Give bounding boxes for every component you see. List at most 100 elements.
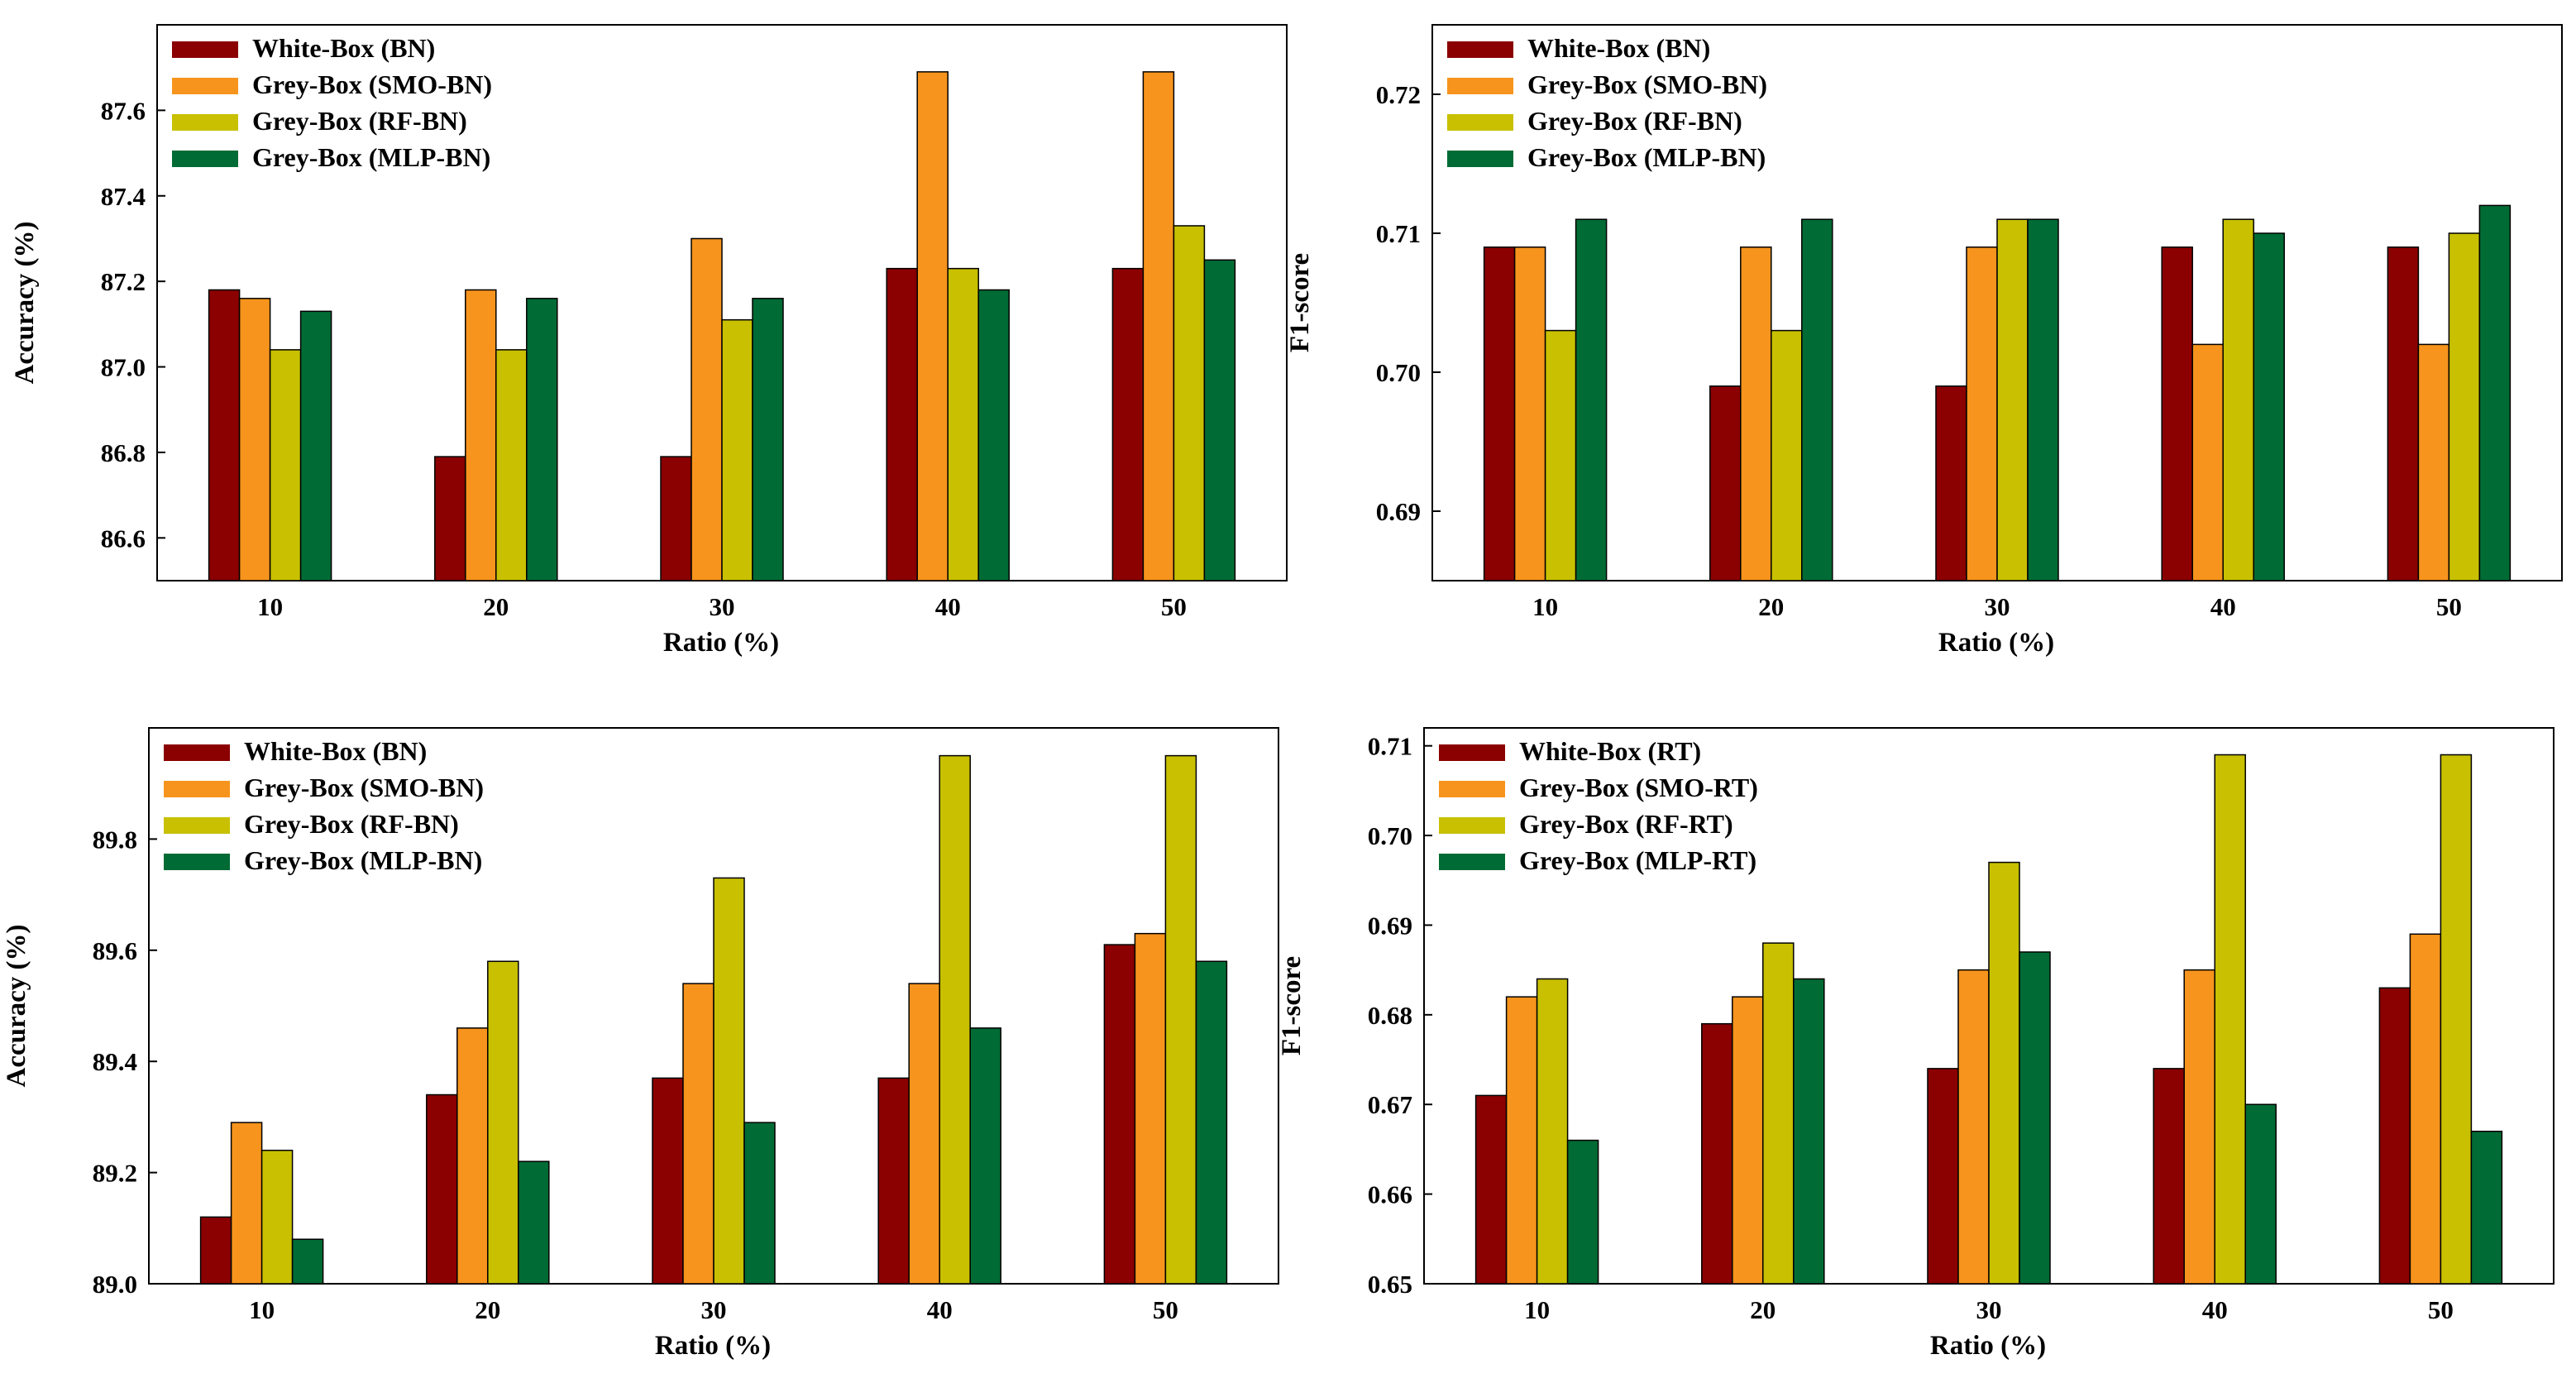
bar-grey-box-mlp-20: [1793, 978, 1825, 1285]
bar-grey-box-rf-50: [2448, 232, 2481, 581]
legend: White-Box (BN) Grey-Box (SMO-BN) Grey-Box …: [172, 33, 492, 172]
bar-grey-box-smo-30: [682, 983, 714, 1285]
bar-white-box-40: [877, 1077, 910, 1285]
legend-swatch: [1439, 817, 1505, 834]
y-tick-label: 0.71: [1368, 732, 1412, 761]
bar-grey-box-smo-20: [1732, 996, 1764, 1285]
legend-label: Grey-Box (RF-RT): [1519, 809, 1733, 839]
bar-grey-box-mlp-50: [2470, 1130, 2503, 1285]
bar-white-box-40: [2161, 246, 2193, 581]
bar-grey-box-rf-40: [947, 267, 979, 581]
chart-panel-top-right: 0.69 0.70 0.71 0.72 10 20 30 40 50 Ratio (%) F1-sc…: [1285, 24, 2563, 658]
bar-white-box-30: [660, 456, 692, 581]
y-axis-label: F1-score: [1277, 956, 1307, 1055]
bar-grey-box-rf-10: [1544, 329, 1577, 581]
y-tick-label: 0.68: [1368, 1001, 1412, 1030]
bar-grey-box-smo-40: [2191, 343, 2224, 581]
legend-label: Grey-Box (MLP-BN): [252, 142, 490, 172]
bar-grey-box-rf-30: [1988, 861, 2020, 1285]
bar-grey-box-mlp-20: [518, 1160, 550, 1285]
y-tick-label: 87.0: [101, 353, 146, 382]
bar-white-box-40: [2153, 1068, 2185, 1285]
bar-grey-box-smo-40: [908, 983, 940, 1285]
bar-grey-box-smo-10: [1505, 996, 1538, 1285]
legend-label: Grey-Box (RF-BN): [244, 809, 459, 839]
bar-grey-box-mlp-10: [1566, 1139, 1599, 1285]
chart-panel-top-left: 86.6 86.8 87.0 87.2 87.4 87.6 10 20 30 40 50 Ratio …: [10, 24, 1288, 658]
bar-white-box-50: [2378, 987, 2411, 1285]
bar-grey-box-rf-40: [939, 754, 971, 1285]
y-axis-label: Accuracy (%): [10, 221, 40, 384]
x-tick-label: 50: [2436, 592, 2462, 621]
bar-grey-box-mlp-30: [752, 298, 784, 581]
legend-label: Grey-Box (MLP-BN): [244, 845, 482, 875]
legend-label: Grey-Box (MLP-RT): [1519, 845, 1756, 875]
legend-swatch: [1439, 744, 1505, 761]
bar-grey-box-smo-30: [691, 237, 723, 581]
y-tick-label: 86.6: [101, 524, 146, 553]
x-tick-label: 10: [1532, 592, 1558, 621]
bar-grey-box-mlp-50: [1203, 259, 1236, 581]
bar-grey-box-smo-10: [238, 298, 271, 581]
bar-white-box-50: [1103, 944, 1136, 1285]
bar-grey-box-rf-20: [1771, 329, 1803, 581]
bar-grey-box-rf-10: [260, 1149, 294, 1285]
legend-label: Grey-Box (SMO-RT): [1519, 773, 1758, 802]
y-tick-label: 0.67: [1368, 1090, 1412, 1119]
y-tick-label: 0.69: [1376, 497, 1421, 526]
bar-grey-box-mlp-40: [2244, 1103, 2277, 1285]
x-tick-label: 20: [475, 1295, 500, 1324]
bar-grey-box-smo-20: [465, 289, 497, 581]
bar-white-box-20: [434, 456, 466, 581]
legend-swatch: [172, 41, 238, 58]
bar-white-box-30: [652, 1077, 684, 1285]
bar-grey-box-smo-10: [1513, 246, 1546, 581]
bar-grey-box-mlp-50: [2478, 204, 2511, 581]
bar-grey-box-rf-10: [269, 349, 302, 581]
x-tick-label: 40: [927, 1295, 953, 1324]
y-axis-label: F1-score: [1285, 253, 1315, 352]
x-tick-label: 30: [701, 1295, 727, 1324]
legend-label: Grey-Box (SMO-BN): [252, 69, 492, 99]
bar-grey-box-rf-20: [495, 349, 528, 581]
x-tick-label: 40: [935, 592, 961, 621]
x-tick-label: 30: [1976, 1295, 2002, 1324]
bar-grey-box-smo-30: [1957, 969, 1990, 1285]
bar-grey-box-smo-40: [916, 71, 949, 581]
bar-grey-box-mlp-10: [1575, 218, 1608, 581]
bar-grey-box-smo-50: [1134, 932, 1167, 1285]
bar-white-box-10: [199, 1216, 232, 1285]
bar-grey-box-mlp-20: [526, 298, 558, 581]
bar-grey-box-rf-30: [1996, 218, 2029, 581]
legend-label: Grey-Box (RF-BN): [252, 106, 467, 136]
legend-swatch: [164, 854, 230, 870]
bar-grey-box-rf-50: [1173, 225, 1206, 581]
bar-grey-box-rf-30: [721, 318, 753, 581]
legend-label: White-Box (RT): [1519, 736, 1701, 766]
x-axis-label: Ratio (%): [1930, 1331, 2046, 1361]
bar-grey-box-mlp-40: [969, 1027, 1001, 1285]
bar-grey-box-rf-40: [2214, 754, 2246, 1285]
bar-grey-box-mlp-10: [291, 1238, 324, 1285]
bar-grey-box-mlp-40: [2253, 232, 2285, 581]
bar-white-box-20: [1701, 1022, 1733, 1285]
bar-grey-box-rf-50: [1164, 754, 1197, 1285]
y-tick-label: 0.66: [1368, 1180, 1412, 1209]
bar-grey-box-mlp-30: [743, 1122, 776, 1285]
x-tick-label: 20: [1758, 592, 1784, 621]
legend-swatch: [172, 151, 238, 167]
y-tick-label: 0.69: [1368, 911, 1412, 940]
bar-white-box-30: [1927, 1068, 1959, 1285]
x-axis-label: Ratio (%): [1938, 628, 2054, 658]
x-tick-label: 40: [2202, 1295, 2228, 1324]
x-tick-label: 50: [2428, 1295, 2454, 1324]
legend: White-Box (RT) Grey-Box (SMO-RT) Grey-Box …: [1439, 736, 1758, 875]
y-tick-label: 89.0: [93, 1270, 137, 1299]
y-tick-label: 87.6: [101, 96, 146, 125]
legend-swatch: [1439, 854, 1505, 870]
bar-white-box-10: [1483, 246, 1516, 581]
bar-grey-box-smo-10: [230, 1122, 263, 1285]
bar-grey-box-smo-50: [2409, 933, 2442, 1285]
legend-swatch: [164, 781, 230, 797]
legend-swatch: [1447, 78, 1513, 94]
